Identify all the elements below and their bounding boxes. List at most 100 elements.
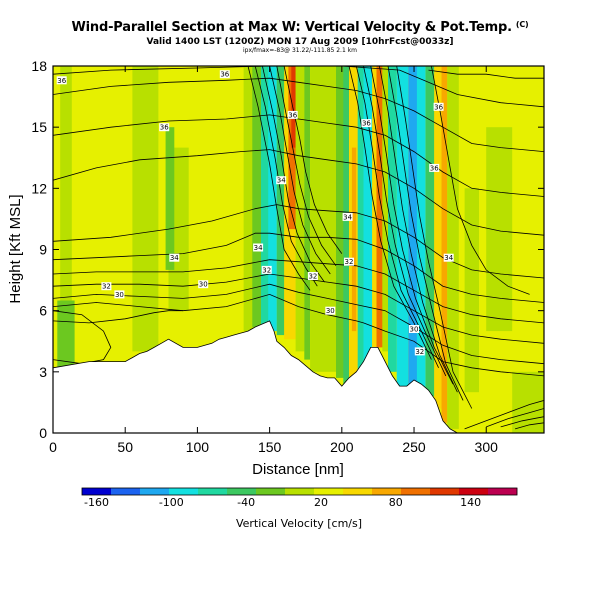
theta-contour-line [53,293,544,377]
contour-label: 36 [159,123,170,132]
colorbar-swatch [285,488,315,495]
contour-label: 30 [409,325,419,334]
colorbar-swatch [227,488,257,495]
contour-label: 34 [276,176,287,185]
velocity-band [60,66,72,301]
theta-contour-line [283,66,343,254]
theta-contour-line [514,422,544,430]
contour-label: 30 [198,280,209,289]
theta-contour-line [53,204,544,279]
velocity-band [261,66,272,325]
velocity-band [416,66,426,389]
contour-label: 34 [253,243,264,252]
velocity-band [434,66,442,409]
velocity-band [372,66,378,348]
svg-text:30: 30 [326,307,335,315]
velocity-band [357,66,364,372]
svg-text:34: 34 [444,254,453,262]
y-tick-label: 3 [39,364,47,380]
theta-contour-line [363,66,447,377]
colorbar-swatch [430,488,460,495]
theta-contour-line [53,283,544,365]
colorbar-swatch [111,488,141,495]
chart-title: Wind-Parallel Section at Max W: Vertical… [0,20,600,35]
svg-text:30: 30 [199,281,208,289]
svg-text:32: 32 [415,348,424,356]
velocity-band [396,66,409,387]
theta-contour-line [379,66,458,393]
y-tick-label: 18 [31,58,47,74]
theta-contour-line [53,259,544,324]
colorbar-swatch [314,488,344,495]
contour-label: 36 [429,163,440,172]
contour-label: 32 [101,282,112,291]
theta-contour-line [53,77,544,152]
velocity-band [408,66,417,387]
theta-contour-line [269,66,331,275]
colorbar-swatch [401,488,431,495]
colorbar-tick-label: 80 [389,496,403,509]
velocity-band [268,66,277,332]
theta-contour-line [464,400,544,430]
velocity-band [243,66,256,332]
svg-text:32: 32 [262,266,271,274]
velocity-band [376,66,384,348]
velocity-shading [57,66,544,433]
svg-text:34: 34 [277,177,286,185]
y-tick-label: 15 [31,119,47,135]
colorbar-tick-label: 20 [314,496,328,509]
colorbar-tick-label: -40 [237,496,255,509]
y-tick-label: 6 [39,303,47,319]
svg-text:34: 34 [254,244,263,252]
theta-contour-line [53,149,544,236]
x-tick-label: 200 [330,439,354,455]
theta-contour-line [486,408,544,428]
svg-text:34: 34 [343,213,352,221]
theta-contour-line [247,66,311,291]
velocity-band [132,66,159,352]
contour-label: 36 [56,76,67,85]
x-tick-label: 150 [258,439,282,455]
contour-label: 34 [342,212,353,221]
velocity-band [276,66,286,336]
theta-contour-line [500,416,544,428]
svg-text:36: 36 [288,111,297,119]
theta-contour-line [254,66,318,287]
svg-text:36: 36 [57,77,66,85]
colorbar-swatch [82,488,112,495]
contour-label: 32 [307,272,318,281]
velocity-band [363,66,373,362]
theta-contour-line [53,114,544,197]
y-tick-label: 9 [39,242,47,258]
svg-text:30: 30 [115,291,124,299]
velocity-band [165,127,175,270]
contour-label: 30 [114,290,125,299]
velocity-band [336,66,345,378]
svg-text:36: 36 [160,124,169,132]
svg-text:32: 32 [102,283,111,291]
theta-contour-line [53,273,544,344]
contour-label: 32 [344,257,354,266]
velocity-band [57,300,75,368]
colorbar-swatch [169,488,199,495]
contour-label: 36 [219,70,230,79]
theta-contour-line [396,66,473,409]
svg-text:32: 32 [308,273,317,281]
colorbar-swatch [488,488,518,495]
velocity-band [310,66,339,372]
x-tick-label: 300 [475,439,499,455]
svg-text:32: 32 [345,258,354,266]
contour-label: 36 [287,110,298,119]
svg-text:36: 36 [220,71,229,79]
x-axis: 0 50 100 150 200 250 300 [49,66,498,455]
y-tick-label: 12 [31,180,47,196]
terrain-mask [53,320,544,433]
x-axis-title: Distance [nm] [252,461,344,478]
plot-area: 36 36 36 36 36 36 36 34 34 34 34 34 32 32 32 32 32 30 30 30… [53,66,544,433]
velocity-band [382,66,389,352]
colorbar-title: Vertical Velocity [cm/s] [236,517,362,530]
colorbar-swatch [198,488,228,495]
chart-title-text: Wind-Parallel Section at Max W: Vertical… [71,20,513,35]
theta-contour-line [355,66,439,368]
contour-label: 34 [443,253,454,262]
